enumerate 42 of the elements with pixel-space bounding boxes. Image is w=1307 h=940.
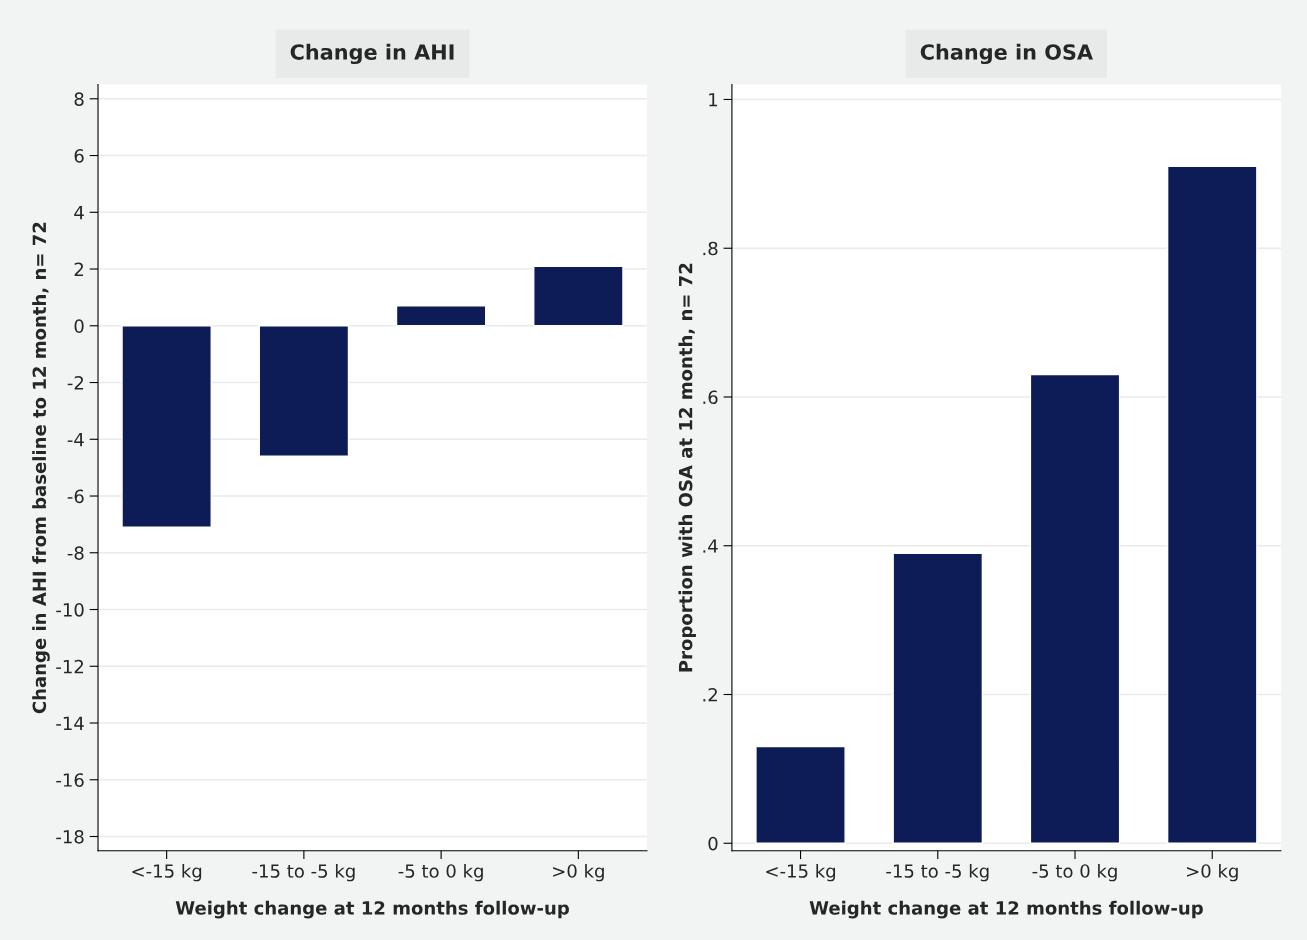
y-tick-label: -12 (56, 659, 84, 674)
y-tick-label: 1 (709, 93, 718, 107)
y-tick-label: -8 (67, 546, 84, 560)
chart-title: Change in AHI (290, 43, 454, 65)
bar (755, 745, 846, 844)
bar (121, 325, 212, 528)
chart-title: Change in OSA (920, 43, 1093, 65)
y-tick-label: -14 (56, 716, 84, 730)
y-tick-label: -6 (67, 489, 84, 504)
y-tick-label: -10 (56, 602, 84, 617)
y-tick-label: .4 (703, 539, 718, 553)
x-tick-label: -15 to -5 kg (886, 863, 989, 882)
x-tick-label: -15 to -5 kg (252, 863, 355, 882)
y-tick-label: .8 (703, 241, 718, 256)
y-tick-label: 8 (74, 92, 84, 106)
y-tick-label: 2 (74, 262, 84, 276)
bar (395, 305, 487, 327)
x-axis-title: Weight change at 12 months follow-up (175, 900, 569, 919)
y-tick-label: .6 (703, 390, 718, 405)
y-tick-label: -18 (56, 829, 84, 844)
bar (892, 552, 984, 844)
bar (533, 265, 624, 327)
y-tick-label: 0 (74, 319, 84, 333)
y-tick-label: 6 (74, 148, 84, 163)
y-axis-title: Proportion with OSA at 12 month, n= 72 (678, 263, 696, 672)
y-tick-label: 0 (708, 836, 718, 851)
y-tick-label: -16 (56, 773, 84, 787)
y-tick-label: -4 (67, 432, 84, 447)
y-axis-title: Change in AHI from baseline to 12 month, n= 72 (32, 222, 50, 714)
y-tick-label: 4 (74, 205, 84, 220)
y-tick-label: .2 (703, 687, 717, 702)
x-tick-label: <-15 kg (132, 863, 202, 882)
y-tick-label: -2 (67, 375, 84, 390)
x-tick-label: -5 to 0 kg (398, 863, 483, 882)
x-tick-label: <-15 kg (766, 863, 836, 882)
x-tick-label: >0 kg (553, 863, 604, 882)
bar (1029, 373, 1121, 844)
bar (1166, 165, 1258, 844)
x-tick-label: >0 kg (1187, 863, 1238, 882)
x-axis-title: Weight change at 12 months follow-up (809, 900, 1203, 919)
x-tick-label: -5 to 0 kg (1032, 863, 1117, 882)
bar (258, 325, 350, 457)
